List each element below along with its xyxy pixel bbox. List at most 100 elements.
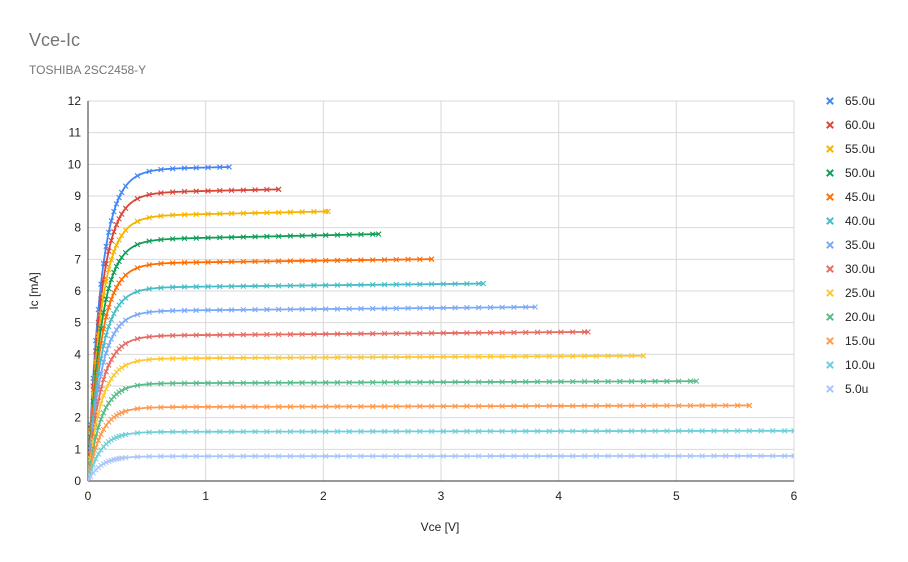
data-point xyxy=(440,379,447,385)
legend-marker xyxy=(826,385,834,393)
data-point xyxy=(770,453,776,459)
data-point xyxy=(252,380,258,386)
data-point xyxy=(108,296,115,303)
data-point xyxy=(322,354,329,361)
data-point xyxy=(617,428,623,434)
data-point xyxy=(113,412,120,419)
data-point xyxy=(581,453,588,459)
data-point xyxy=(593,353,600,359)
data-point xyxy=(228,380,235,386)
data-point xyxy=(569,403,576,409)
legend-item: 25.0u xyxy=(826,286,875,300)
data-point xyxy=(558,378,564,385)
data-point xyxy=(181,404,188,410)
data-point xyxy=(118,189,125,196)
data-point xyxy=(464,353,470,360)
data-point xyxy=(428,330,435,336)
data-point xyxy=(252,355,258,361)
data-point xyxy=(558,453,564,459)
data-point xyxy=(464,304,470,311)
data-point xyxy=(146,356,152,363)
data-point xyxy=(532,304,538,310)
data-point xyxy=(652,453,658,459)
data-point xyxy=(546,403,553,409)
data-point xyxy=(134,335,141,342)
data-point xyxy=(322,379,329,386)
data-point xyxy=(216,307,223,313)
data-point xyxy=(122,295,129,301)
y-tick-label: 9 xyxy=(74,189,81,203)
data-point xyxy=(181,284,188,290)
data-point xyxy=(287,403,294,410)
data-point xyxy=(264,283,270,289)
data-point xyxy=(334,306,341,312)
data-point xyxy=(118,432,125,439)
data-point xyxy=(346,428,353,435)
data-point xyxy=(100,392,107,399)
data-point xyxy=(100,276,107,283)
data-point xyxy=(158,429,164,435)
data-point xyxy=(108,356,115,363)
data-point xyxy=(116,258,122,265)
data-point xyxy=(487,403,494,409)
data-point xyxy=(275,258,282,264)
legend-label: 65.0u xyxy=(845,94,875,108)
data-point xyxy=(675,453,682,459)
legend-label: 40.0u xyxy=(845,214,875,228)
legend-label: 25.0u xyxy=(845,286,875,300)
data-point xyxy=(758,428,764,434)
data-point xyxy=(593,453,600,459)
data-point xyxy=(193,283,200,290)
data-point xyxy=(181,188,188,195)
data-point xyxy=(522,329,529,336)
data-point xyxy=(322,428,329,435)
data-point xyxy=(105,323,112,330)
data-point xyxy=(369,379,376,386)
data-point xyxy=(346,453,353,459)
series-line xyxy=(88,380,697,481)
chart-title: Vce-Ic xyxy=(29,30,81,50)
data-point xyxy=(228,283,235,290)
legend-item: 10.0u xyxy=(826,358,875,372)
data-point xyxy=(581,403,588,409)
data-point xyxy=(146,429,152,436)
data-point xyxy=(146,214,152,221)
data-point xyxy=(569,428,576,434)
data-point xyxy=(228,307,235,313)
data-point xyxy=(299,258,305,264)
y-tick-label: 8 xyxy=(74,221,81,235)
data-point xyxy=(417,305,423,311)
data-point xyxy=(311,354,317,361)
data-point xyxy=(134,382,141,389)
data-point xyxy=(405,403,411,410)
data-point xyxy=(499,379,505,385)
legend-marker xyxy=(826,265,834,273)
data-point xyxy=(511,329,517,336)
data-point xyxy=(95,384,102,391)
data-point xyxy=(216,332,223,338)
data-point xyxy=(275,186,282,193)
data-point xyxy=(111,208,117,215)
data-point xyxy=(98,416,104,423)
legend-item: 30.0u xyxy=(826,262,875,276)
data-point xyxy=(252,187,258,193)
data-point xyxy=(746,428,753,434)
data-point xyxy=(113,327,120,333)
x-axis-label: Vce [V] xyxy=(421,520,460,534)
data-point xyxy=(108,237,115,244)
data-point xyxy=(325,208,331,215)
data-point xyxy=(605,378,611,385)
data-point xyxy=(628,402,635,409)
data-point xyxy=(393,281,400,288)
legend-marker xyxy=(826,241,834,249)
data-point xyxy=(205,164,211,171)
data-point xyxy=(169,260,176,266)
data-point xyxy=(499,428,505,435)
data-point xyxy=(113,242,120,249)
data-point xyxy=(92,423,99,429)
data-point xyxy=(369,330,376,337)
data-point xyxy=(216,259,223,265)
data-point xyxy=(169,307,176,314)
axes xyxy=(87,101,794,482)
data-point xyxy=(100,326,107,332)
